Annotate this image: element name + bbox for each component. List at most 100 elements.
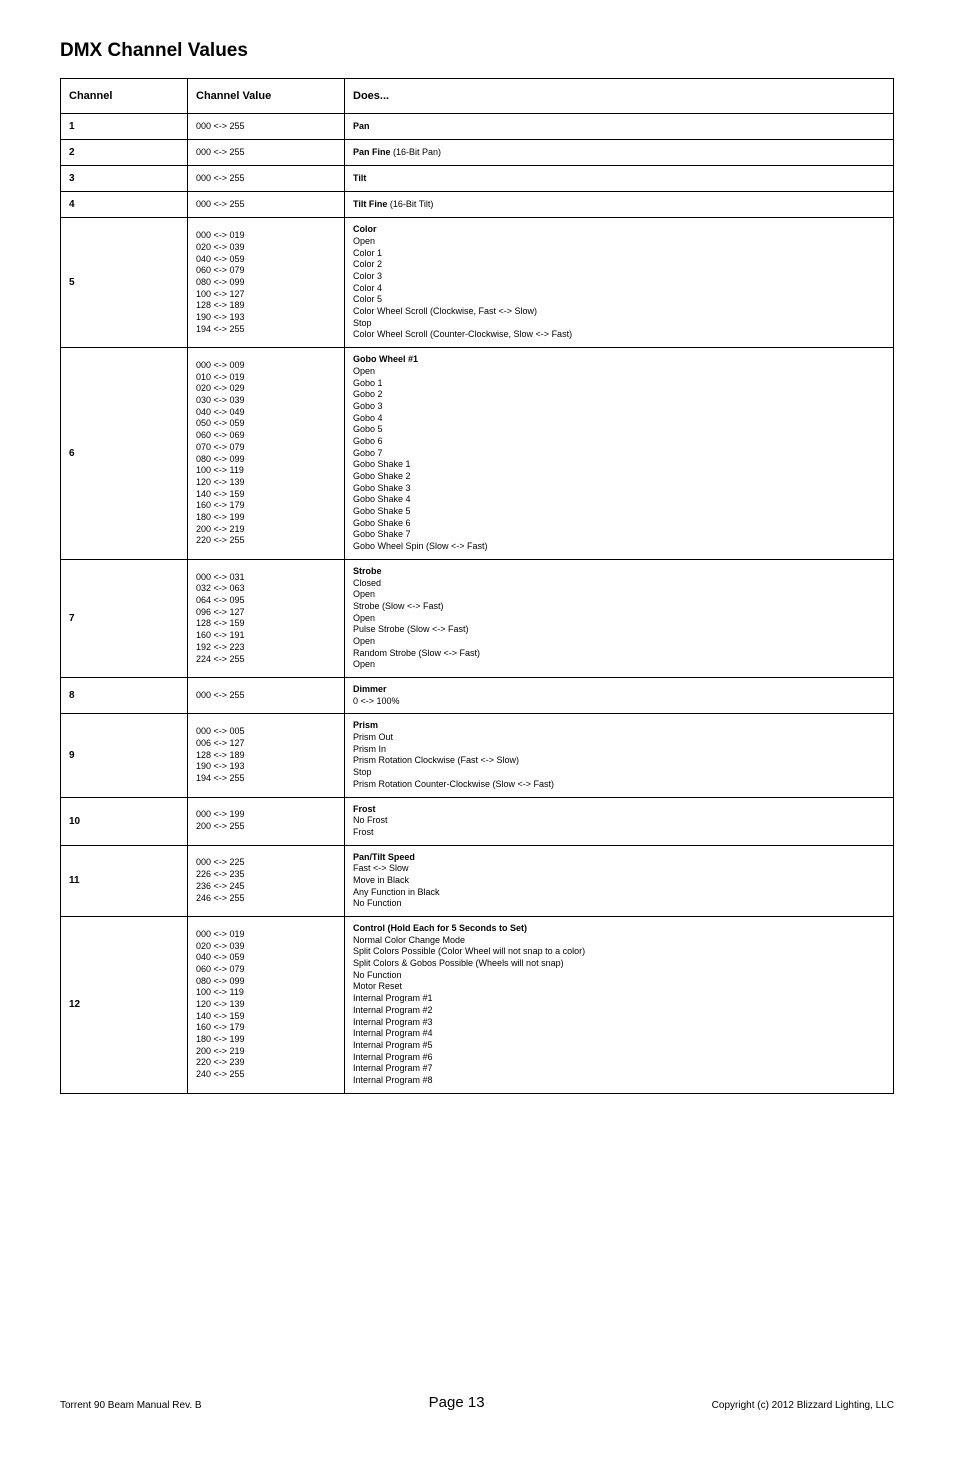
table-row: 3000 <-> 255Tilt [61, 166, 894, 192]
table-row: 10000 <-> 199200 <-> 255FrostNo FrostFro… [61, 797, 894, 845]
value-line: 100 <-> 119 [196, 987, 336, 999]
value-line: 060 <-> 069 [196, 430, 336, 442]
value-line: 140 <-> 159 [196, 489, 336, 501]
does-line: Color 1 [353, 248, 885, 260]
does-line: Internal Program #1 [353, 993, 885, 1005]
value-line: 060 <-> 079 [196, 265, 336, 277]
value-line: 180 <-> 199 [196, 1034, 336, 1046]
table-row: 11000 <-> 225226 <-> 235236 <-> 245246 <… [61, 845, 894, 916]
value-line: 160 <-> 191 [196, 630, 336, 642]
value-line: 000 <-> 199 [196, 809, 336, 821]
does-line: Normal Color Change Mode [353, 935, 885, 947]
value-line: 140 <-> 159 [196, 1011, 336, 1023]
channel-cell: 7 [61, 559, 188, 677]
does-cell: Dimmer0 <-> 100% [345, 678, 894, 714]
value-line: 040 <-> 049 [196, 407, 336, 419]
value-line: 220 <-> 255 [196, 535, 336, 547]
does-line: Dimmer [353, 684, 885, 696]
value-line: 080 <-> 099 [196, 976, 336, 988]
does-cell: Gobo Wheel #1OpenGobo 1Gobo 2Gobo 3Gobo … [345, 348, 894, 560]
does-line: Prism Rotation Clockwise (Fast <-> Slow) [353, 755, 885, 767]
value-line: 000 <-> 019 [196, 929, 336, 941]
value-line: 000 <-> 255 [196, 690, 336, 702]
value-line: 128 <-> 189 [196, 750, 336, 762]
does-line: Gobo 3 [353, 401, 885, 413]
value-line: 000 <-> 255 [196, 173, 336, 185]
value-line: 220 <-> 239 [196, 1057, 336, 1069]
table-row: 8000 <-> 255Dimmer0 <-> 100% [61, 678, 894, 714]
channel-cell: 6 [61, 348, 188, 560]
header-does: Does... [345, 79, 894, 114]
does-line: Stop [353, 767, 885, 779]
does-line: Color 5 [353, 294, 885, 306]
does-line: Gobo Shake 7 [353, 529, 885, 541]
does-line: Prism Rotation Counter-Clockwise (Slow <… [353, 779, 885, 791]
does-line: Frost [353, 827, 885, 839]
channel-cell: 3 [61, 166, 188, 192]
does-line: No Function [353, 970, 885, 982]
value-line: 080 <-> 099 [196, 454, 336, 466]
value-line: 240 <-> 255 [196, 1069, 336, 1081]
does-line: Internal Program #2 [353, 1005, 885, 1017]
does-line: Control (Hold Each for 5 Seconds to Set) [353, 923, 885, 935]
does-line: Gobo Wheel Spin (Slow <-> Fast) [353, 541, 885, 553]
does-line: Stop [353, 318, 885, 330]
value-line: 120 <-> 139 [196, 999, 336, 1011]
table-row: 7000 <-> 031032 <-> 063064 <-> 095096 <-… [61, 559, 894, 677]
value-line: 064 <-> 095 [196, 595, 336, 607]
value-line: 020 <-> 039 [196, 242, 336, 254]
value-line: 060 <-> 079 [196, 964, 336, 976]
does-line: Open [353, 613, 885, 625]
does-line: Gobo Shake 1 [353, 459, 885, 471]
does-line: Open [353, 366, 885, 378]
does-line: Color Wheel Scroll (Counter-Clockwise, S… [353, 329, 885, 341]
does-line: Gobo 1 [353, 378, 885, 390]
table-row: 4000 <-> 255Tilt Fine (16-Bit Tilt) [61, 192, 894, 218]
does-line: Strobe [353, 566, 885, 578]
channel-cell: 10 [61, 797, 188, 845]
value-line: 100 <-> 119 [196, 465, 336, 477]
does-line: Gobo Shake 5 [353, 506, 885, 518]
value-cell: 000 <-> 005006 <-> 127128 <-> 189190 <->… [188, 714, 345, 797]
footer-left: Torrent 90 Beam Manual Rev. B [60, 1400, 202, 1411]
does-cell: Tilt Fine (16-Bit Tilt) [345, 192, 894, 218]
value-line: 000 <-> 019 [196, 230, 336, 242]
value-line: 040 <-> 059 [196, 254, 336, 266]
does-cell: Pan [345, 114, 894, 140]
does-line: Color 4 [353, 283, 885, 295]
channel-cell: 9 [61, 714, 188, 797]
does-line: 0 <-> 100% [353, 696, 885, 708]
value-line: 000 <-> 005 [196, 726, 336, 738]
does-line: Fast <-> Slow [353, 863, 885, 875]
does-line: Internal Program #8 [353, 1075, 885, 1087]
does-cell: Pan Fine (16-Bit Pan) [345, 140, 894, 166]
does-line: No Function [353, 898, 885, 910]
value-cell: 000 <-> 199200 <-> 255 [188, 797, 345, 845]
footer-center: Page 13 [429, 1394, 485, 1411]
does-line: Pan Fine (16-Bit Pan) [353, 147, 885, 159]
value-line: 190 <-> 193 [196, 312, 336, 324]
does-line: Frost [353, 804, 885, 816]
value-line: 020 <-> 039 [196, 941, 336, 953]
value-line: 006 <-> 127 [196, 738, 336, 750]
value-line: 194 <-> 255 [196, 324, 336, 336]
does-line: Gobo 7 [353, 448, 885, 460]
does-line: Color [353, 224, 885, 236]
does-line: Closed [353, 578, 885, 590]
value-line: 032 <-> 063 [196, 583, 336, 595]
does-cell: StrobeClosedOpenStrobe (Slow <-> Fast)Op… [345, 559, 894, 677]
does-line: Strobe (Slow <-> Fast) [353, 601, 885, 613]
does-line: Color Wheel Scroll (Clockwise, Fast <-> … [353, 306, 885, 318]
does-cell: Pan/Tilt SpeedFast <-> SlowMove in Black… [345, 845, 894, 916]
header-value: Channel Value [188, 79, 345, 114]
does-line: Gobo Shake 3 [353, 483, 885, 495]
dmx-table: Channel Channel Value Does... 1000 <-> 2… [60, 78, 894, 1094]
does-line: Gobo Wheel #1 [353, 354, 885, 366]
does-line: Split Colors Possible (Color Wheel will … [353, 946, 885, 958]
does-line: Motor Reset [353, 981, 885, 993]
value-line: 226 <-> 235 [196, 869, 336, 881]
does-line: Prism [353, 720, 885, 732]
does-line: Prism Out [353, 732, 885, 744]
value-cell: 000 <-> 031032 <-> 063064 <-> 095096 <->… [188, 559, 345, 677]
does-line: Internal Program #6 [353, 1052, 885, 1064]
